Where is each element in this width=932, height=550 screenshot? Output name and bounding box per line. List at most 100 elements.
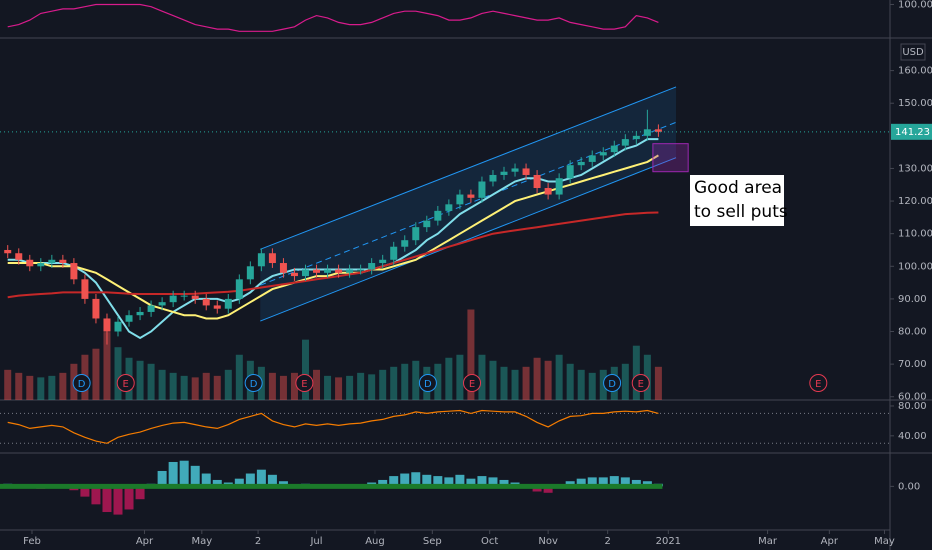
volume-bar <box>191 377 199 400</box>
x-tick-label: Nov <box>538 536 558 547</box>
candle-body <box>368 263 376 270</box>
candle-body <box>246 266 254 280</box>
candle-body <box>224 298 232 309</box>
histogram-bar <box>124 486 134 510</box>
candle-body <box>169 295 177 303</box>
last-price-tag <box>891 123 932 140</box>
volume-bar <box>621 363 629 400</box>
candle-body <box>158 302 166 306</box>
volume-bar <box>357 372 365 400</box>
last-price-label: 141.23 <box>895 127 930 138</box>
candle-body <box>467 194 475 198</box>
volume-bar <box>588 372 596 400</box>
histogram-bar <box>477 476 487 487</box>
candle-body <box>4 249 12 254</box>
candle-body <box>588 155 596 162</box>
x-tick-label: Mar <box>758 536 778 547</box>
histogram-bar <box>609 476 619 487</box>
histogram-bar <box>135 486 145 500</box>
candle-body <box>533 174 541 189</box>
candle-body <box>59 259 67 264</box>
histogram-bar <box>433 476 443 487</box>
candle-body <box>577 161 585 166</box>
histogram-bar <box>422 474 432 487</box>
candle-body <box>37 263 45 267</box>
candle-body <box>511 168 519 172</box>
volume-bar <box>401 363 409 400</box>
x-tick-label: Feb <box>23 536 41 547</box>
y-tick-label: 80.00 <box>898 327 927 338</box>
volume-bar <box>313 369 321 400</box>
candle-body <box>147 305 155 312</box>
volume-bar <box>467 309 475 400</box>
line-series <box>7 409 659 444</box>
volume-bar <box>335 377 343 400</box>
candle-body <box>544 188 552 195</box>
volume-bar <box>301 339 309 400</box>
candle-body <box>632 135 640 140</box>
event-label: E <box>815 379 821 390</box>
volume-bar <box>103 332 111 400</box>
event-marker <box>116 374 135 392</box>
candle-body <box>268 253 276 264</box>
volume-bar <box>147 363 155 400</box>
candle-body <box>522 168 530 175</box>
candle-body <box>654 129 662 132</box>
candle-body <box>445 204 453 211</box>
candle-body <box>202 298 210 306</box>
event-marker <box>418 374 437 392</box>
candle-body <box>335 269 343 273</box>
candle-body <box>423 220 431 228</box>
volume-bar <box>114 347 122 400</box>
line-series <box>7 211 659 299</box>
volume-bar <box>202 372 210 400</box>
candle-body <box>489 174 497 182</box>
histogram-bar <box>455 474 465 487</box>
x-tick-label: Apr <box>821 536 839 547</box>
x-tick-label: Jul <box>309 536 322 547</box>
y-tick-label: 60.00 <box>898 392 927 403</box>
candle-body <box>621 139 629 146</box>
volume-bar <box>279 375 287 400</box>
y-tick-label: 100.00 <box>898 261 932 272</box>
candle-body <box>15 253 23 260</box>
candle-body <box>301 269 309 277</box>
volume-bar <box>632 345 640 400</box>
candle-body <box>434 210 442 221</box>
candle-body <box>610 145 618 153</box>
candle-body <box>235 279 243 299</box>
x-tick-label: Aug <box>365 536 385 547</box>
histogram-bar <box>576 478 586 487</box>
annotation-box <box>690 175 784 226</box>
event-label: D <box>424 379 432 390</box>
x-tick-label: 2 <box>255 536 261 547</box>
volume-bar <box>158 369 166 400</box>
volume-bar <box>92 348 100 400</box>
x-tick-label: Oct <box>481 536 498 547</box>
volume-bar <box>445 357 453 400</box>
volume-bar <box>169 372 177 400</box>
volume-bar <box>412 360 420 400</box>
volume-bar <box>489 360 497 400</box>
volume-bar <box>555 354 563 400</box>
histogram-bar <box>466 478 476 487</box>
volume-bar <box>390 366 398 400</box>
histogram-bar <box>400 473 410 487</box>
y-tick-label: 70.00 <box>898 359 927 370</box>
candle-body <box>555 178 563 195</box>
histogram-bar <box>157 470 167 487</box>
volume-bar <box>379 369 387 400</box>
candle-body <box>478 181 486 198</box>
candle-body <box>566 165 574 179</box>
candle-body <box>357 269 365 271</box>
histogram-bar <box>91 486 101 505</box>
volume-bar <box>37 377 45 400</box>
candle-body <box>324 269 332 273</box>
volume-bar <box>268 372 276 400</box>
volume-bar <box>478 354 486 400</box>
volume-bar <box>511 369 519 400</box>
event-label: E <box>123 379 129 390</box>
y-tick-label: 120.00 <box>898 196 932 207</box>
